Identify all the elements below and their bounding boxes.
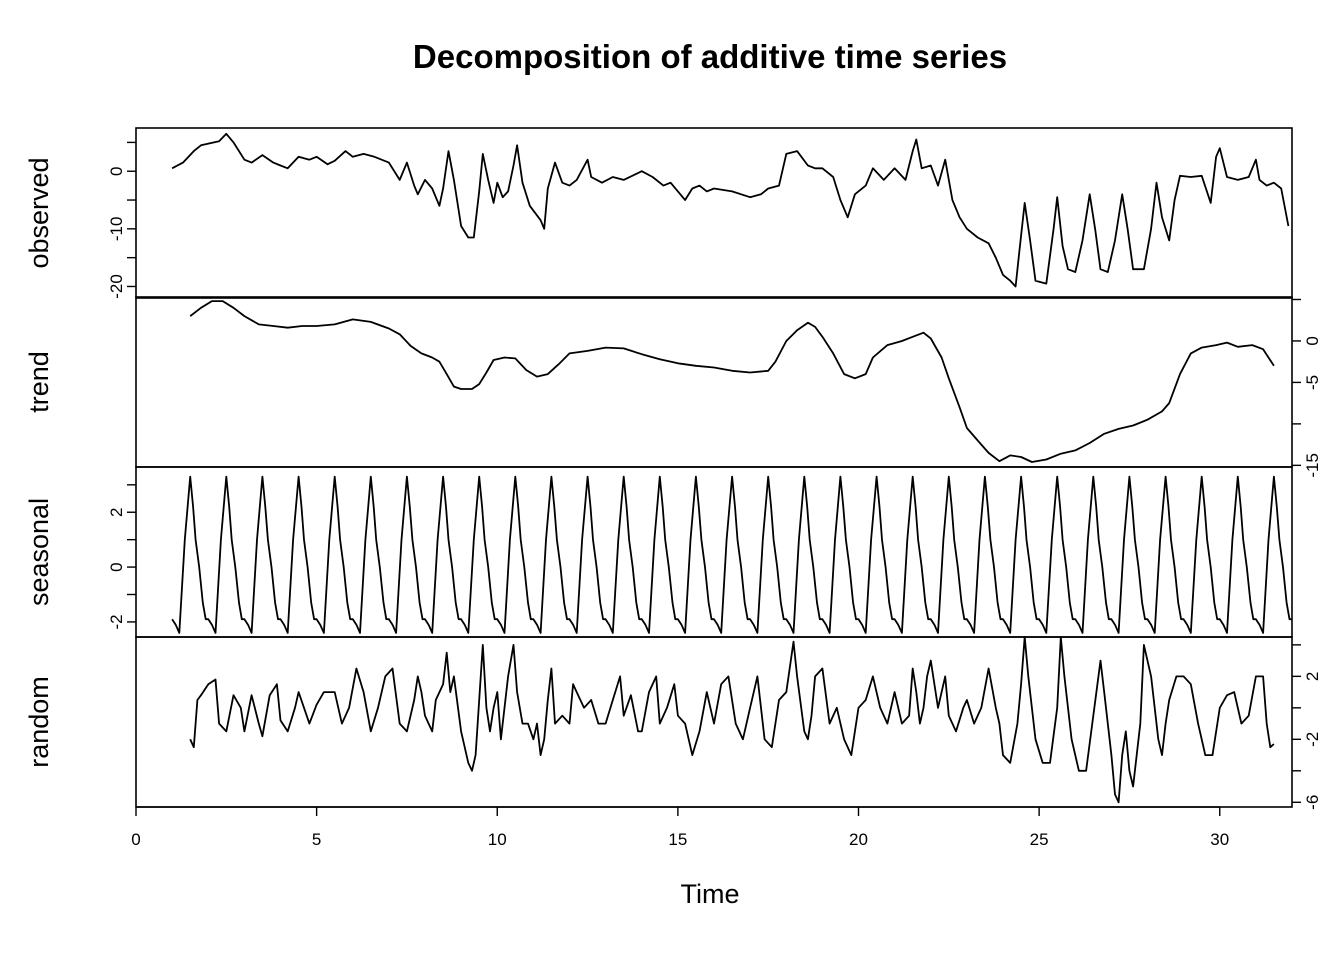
x-tick-label: 20 <box>849 830 868 849</box>
x-tick-label: 5 <box>312 830 321 849</box>
y-tick-label-random: 2 <box>1303 672 1322 681</box>
y-tick-label-observed: -20 <box>107 274 126 299</box>
x-tick-label: 30 <box>1210 830 1229 849</box>
y-tick-label-seasonal: -2 <box>107 614 126 629</box>
x-axis: 0 5 10 15 20 25 30 <box>131 806 1229 849</box>
y-tick-label-random: -2 <box>1303 732 1322 747</box>
y-axis-title-seasonal: seasonal <box>24 498 54 606</box>
y-axis-title-trend: trend <box>24 351 54 413</box>
panel-frame-observed <box>135 127 1293 299</box>
y-tick-label-trend: -5 <box>1303 375 1322 390</box>
x-tick-label: 25 <box>1030 830 1049 849</box>
y-tick-label-observed: -10 <box>107 217 126 242</box>
y-tick-label-random: -6 <box>1303 795 1322 810</box>
x-tick-label: 15 <box>668 830 687 849</box>
x-tick-label: 10 <box>488 830 507 849</box>
y-axis-title-observed: observed <box>24 157 54 268</box>
panel-random: 2 -2 -6 random <box>24 636 1322 810</box>
panel-observed: 0 -10 -20 observed <box>24 127 1293 299</box>
y-tick-label-trend: -15 <box>1303 453 1322 478</box>
x-axis-title: Time <box>681 879 740 909</box>
series-line-random <box>189 636 1275 804</box>
y-tick-label-trend: 0 <box>1303 336 1322 345</box>
y-tick-label-observed: 0 <box>107 166 126 175</box>
panels: 0 -10 -20 observed 0 -5 -15 trend 2 0 -2 seasonal 2 -… <box>24 127 1322 810</box>
y-tick-label-seasonal: 2 <box>107 508 126 517</box>
panel-frame-trend <box>135 296 1293 468</box>
y-tick-label-seasonal: 0 <box>107 562 126 571</box>
series-line-observed <box>171 132 1290 288</box>
panel-seasonal: 2 0 -2 seasonal <box>24 466 1293 638</box>
chart-title: Decomposition of additive time series <box>413 38 1007 75</box>
panel-trend: 0 -5 -15 trend <box>24 296 1322 478</box>
series-line-trend <box>189 300 1275 463</box>
x-tick-label: 0 <box>131 830 140 849</box>
y-axis-title-random: random <box>24 676 54 768</box>
panel-frame-seasonal <box>135 466 1293 638</box>
series-line-seasonal <box>171 475 1292 634</box>
